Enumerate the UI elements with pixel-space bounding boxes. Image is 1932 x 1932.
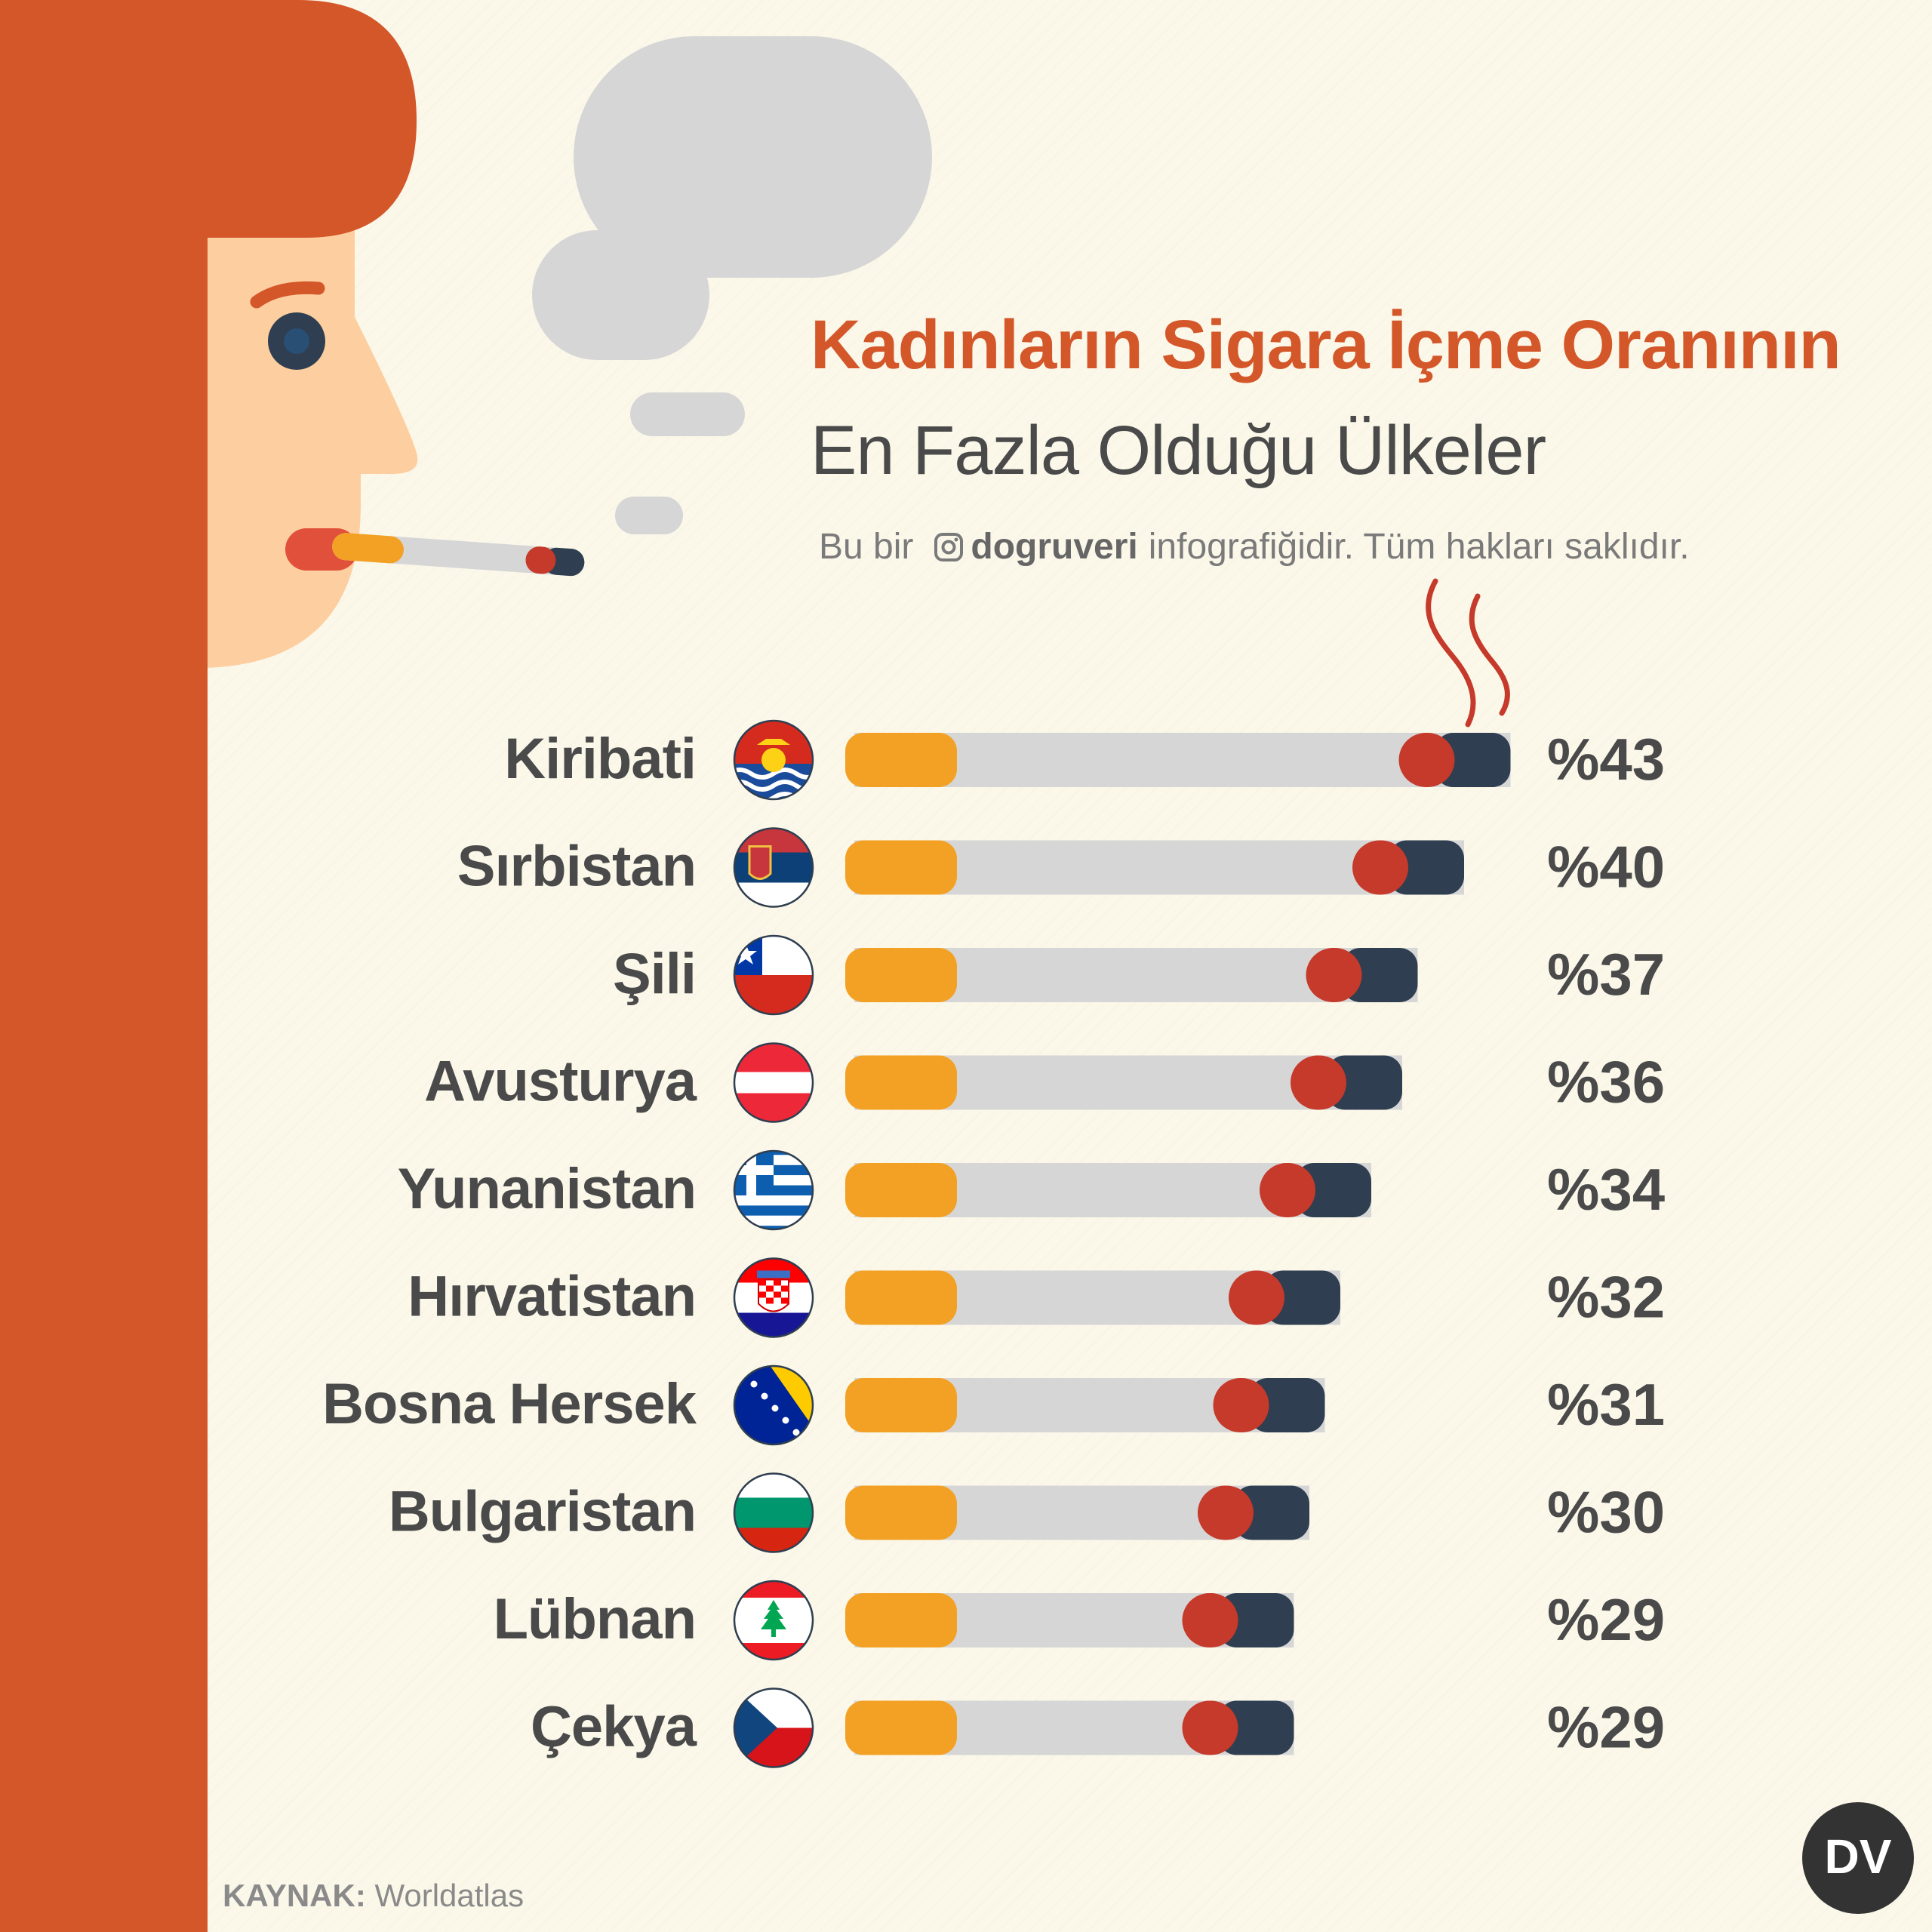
chile-flag-icon — [733, 934, 814, 1016]
eyebrow — [250, 281, 325, 309]
bar-ember — [1213, 1378, 1269, 1432]
instagram-icon — [934, 532, 964, 561]
bar-ash — [1218, 1593, 1294, 1647]
czechia-flag-icon — [733, 1687, 814, 1768]
hair-shape — [0, 0, 417, 1932]
bar-ember — [1398, 733, 1455, 787]
bar-ember — [1182, 1593, 1238, 1647]
category-label: Kiribati — [504, 727, 696, 791]
category-label: Sırbistan — [457, 835, 696, 899]
bar-row: Sırbistan %40 — [457, 827, 1665, 908]
dv-logo[interactable]: DV — [1801, 1801, 1915, 1915]
bar-ember — [1352, 840, 1408, 895]
value-label: %43 — [1547, 726, 1665, 792]
bar-row: Çekya %29 — [531, 1687, 1665, 1768]
bar-ash — [1435, 733, 1511, 787]
source-label: KAYNAK: — [223, 1878, 366, 1913]
credit-line: Bu bir dogruveri infografiğidir. Tüm hak… — [819, 526, 1690, 568]
bar-row: Kiribati %43 — [504, 719, 1665, 801]
category-label: Hırvatistan — [408, 1265, 696, 1329]
austria-flag-icon — [733, 1042, 814, 1123]
bar-ash — [1327, 1055, 1402, 1110]
source-value: Worldatlas — [374, 1878, 525, 1913]
bar-filter — [845, 1593, 957, 1647]
bar-row: Lübnan %29 — [494, 1580, 1665, 1661]
bar-ash — [1234, 1485, 1309, 1540]
smoke-wisp — [1469, 593, 1510, 716]
bar-ash — [1218, 1700, 1294, 1755]
croatia-flag-icon — [733, 1257, 814, 1338]
value-label: %40 — [1547, 834, 1665, 900]
value-label: %36 — [1547, 1049, 1665, 1115]
bar-ember — [1306, 948, 1362, 1002]
credit-suffix: infografiğidir. Tüm hakları saklıdır. — [1148, 527, 1690, 567]
value-label: %30 — [1547, 1479, 1665, 1546]
bar-row: Yunanistan %34 — [398, 1149, 1665, 1231]
bar-ember — [1198, 1485, 1254, 1540]
bulgaria-flag-icon — [733, 1472, 814, 1553]
value-label: %32 — [1547, 1264, 1665, 1331]
bar-ember — [1182, 1700, 1238, 1755]
category-label: Avusturya — [424, 1050, 697, 1114]
category-label: Lübnan — [494, 1587, 696, 1651]
bar-filter — [845, 840, 957, 895]
category-label: Bulgaristan — [389, 1480, 696, 1544]
bar-filter — [845, 1485, 957, 1540]
value-label: %29 — [1547, 1586, 1665, 1653]
bar-filter — [845, 1163, 957, 1217]
lebanon-flag-icon — [733, 1580, 814, 1661]
credit-brand[interactable]: dogruveri — [971, 527, 1138, 567]
value-label: %29 — [1547, 1694, 1665, 1761]
mouth-cigarette — [332, 533, 585, 577]
chart-subtitle: En Fazla Olduğu Ülkeler — [811, 412, 1546, 489]
bar-ash — [1249, 1378, 1325, 1432]
bar-ember — [1260, 1163, 1315, 1217]
source-line: KAYNAK: Worldatlas — [223, 1878, 524, 1914]
serbia-flag-icon — [733, 827, 814, 908]
bar-filter — [845, 1270, 957, 1325]
bar-ash — [1296, 1163, 1371, 1217]
bar-ash — [1265, 1270, 1340, 1325]
greece-flag-icon — [733, 1149, 814, 1231]
category-label: Çekya — [531, 1695, 697, 1759]
bar-row: Avusturya %36 — [424, 1042, 1665, 1123]
bar-filter — [845, 948, 957, 1002]
chart-title: Kadınların Sigara İçme Oranının — [811, 306, 1841, 383]
credit-prefix: Bu bir — [819, 527, 914, 567]
bar-row: Şili %37 — [613, 934, 1665, 1016]
bar-filter — [845, 1378, 957, 1432]
bar-ash — [1342, 948, 1418, 1002]
bar-ember — [1291, 1055, 1346, 1110]
bar-row: Bulgaristan %30 — [389, 1472, 1665, 1553]
smoke-wisp — [1426, 578, 1476, 728]
category-label: Yunanistan — [398, 1157, 696, 1221]
bar-filter — [845, 1055, 957, 1110]
kiribati-flag-icon — [733, 719, 814, 801]
bar-ember — [1229, 1270, 1284, 1325]
category-label: Bosna Hersek — [322, 1372, 697, 1436]
bar-filter — [845, 733, 957, 787]
bosnia-flag-icon — [733, 1364, 814, 1446]
bar-filter — [845, 1700, 957, 1755]
category-label: Şili — [613, 942, 696, 1006]
bar-row: Hırvatistan %32 — [408, 1257, 1665, 1338]
value-label: %31 — [1547, 1371, 1665, 1438]
value-label: %34 — [1547, 1156, 1665, 1223]
bar-ash — [1389, 840, 1464, 895]
smoke-clouds — [532, 36, 932, 534]
value-label: %37 — [1547, 941, 1665, 1008]
bar-row: Bosna Hersek %31 — [322, 1364, 1665, 1446]
logo-text: DV — [1825, 1829, 1892, 1884]
